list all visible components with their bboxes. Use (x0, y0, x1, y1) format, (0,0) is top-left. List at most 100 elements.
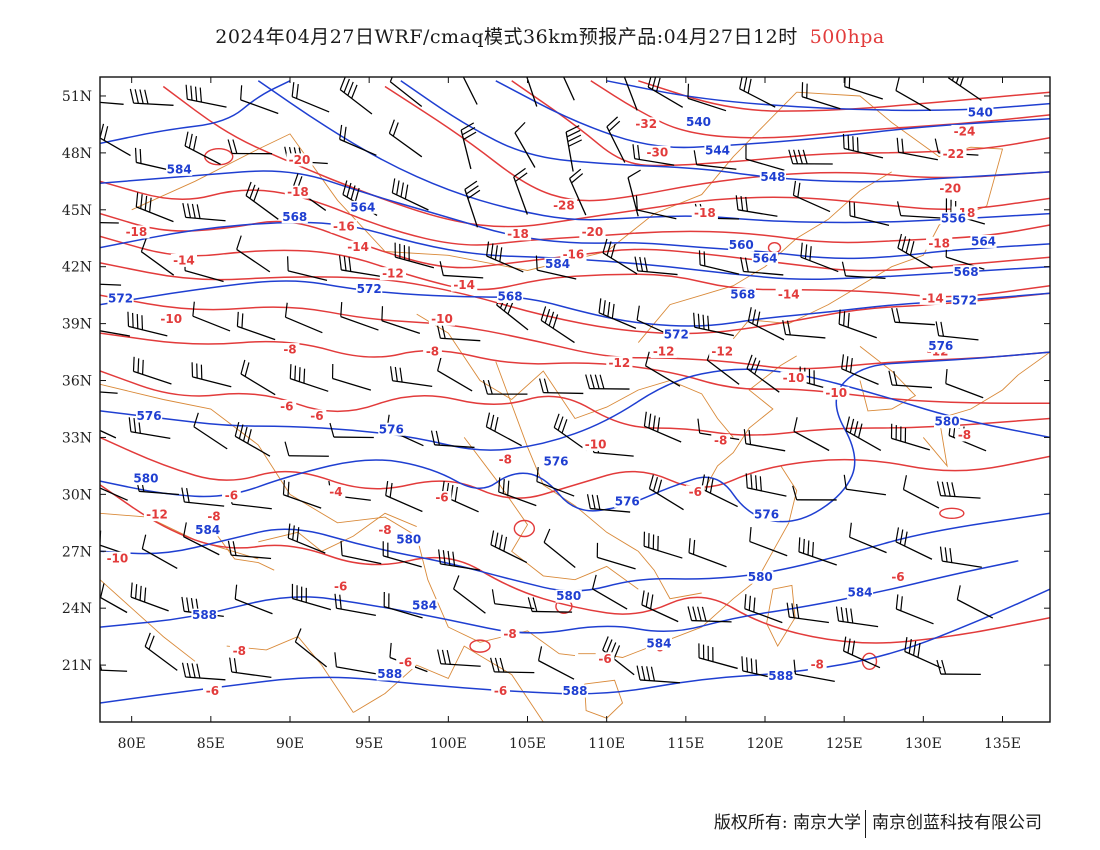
label-background (194, 523, 221, 537)
wind-barb (643, 411, 682, 443)
temperature-isotherm (100, 262, 1050, 335)
wind-barb (234, 421, 271, 457)
wind-barb (144, 632, 178, 671)
temperature-cell (939, 507, 965, 520)
temperature-isotherm (590, 80, 1050, 139)
label-background (451, 278, 478, 292)
wind-barb (688, 538, 727, 568)
border-line (100, 512, 259, 560)
label-background (411, 599, 438, 613)
label-background (504, 227, 532, 241)
temperature-isotherm (100, 235, 1050, 298)
temperature-label: -6 (689, 485, 702, 499)
wind-barb (698, 250, 740, 275)
height-label: 544 (705, 143, 730, 157)
wind-barb (184, 131, 221, 165)
wind-barb (895, 594, 934, 625)
lat-tick-label: 45N (62, 203, 92, 219)
wind-barb (543, 528, 576, 568)
temperature-label: -18 (507, 227, 529, 241)
temperature-label: -12 (146, 508, 168, 522)
lat-tick-label: 42N (62, 260, 92, 276)
wind-barb (140, 237, 175, 276)
wind-barb (623, 77, 638, 111)
wind-barb (596, 542, 636, 570)
wind-barb (391, 178, 429, 211)
label-background (645, 637, 673, 651)
chart-title: 2024年04月27日WRF/cmaq模式36km预报产品:04月27日12时 5… (0, 22, 1100, 49)
wind-barb (294, 628, 328, 668)
height-label: 564 (350, 200, 375, 214)
temperature-isotherm (384, 85, 1050, 202)
wind-barb (485, 412, 522, 447)
temperature-label: -8 (958, 428, 971, 442)
wind-barb (740, 257, 784, 276)
label-background (606, 356, 633, 370)
label-background (286, 153, 313, 167)
temperature-label: -18 (694, 206, 716, 220)
wind-barb (739, 77, 776, 108)
wind-barb (788, 149, 833, 165)
wind-barb (486, 241, 524, 273)
height-label: 584 (545, 257, 570, 271)
wind-barb (891, 307, 935, 326)
label-background (927, 339, 954, 353)
temperature-label: -10 (825, 386, 847, 400)
label-background (729, 288, 756, 302)
wind-barb (389, 366, 433, 387)
company-text: 南京创蓝科技有限公司 (872, 813, 1042, 833)
height-label: 588 (562, 684, 587, 698)
temperature-label: -16 (333, 219, 355, 233)
temperature-isotherm (100, 436, 1050, 499)
height-contour (100, 170, 1050, 260)
temperature-label: -18 (928, 236, 950, 250)
wind-barb (632, 144, 675, 166)
label-background (379, 267, 407, 281)
label-background (550, 198, 578, 212)
wind-barb (513, 167, 528, 215)
wind-barb (842, 133, 884, 159)
height-label: 576 (137, 409, 162, 423)
height-contour (400, 80, 1050, 183)
wind-barb (227, 540, 272, 560)
temperature-label: -10 (431, 312, 453, 326)
wind-barb (888, 370, 933, 389)
height-contour (100, 280, 1050, 327)
wind-barb (841, 354, 879, 385)
temperature-label: -4 (329, 485, 342, 499)
label-background (495, 453, 515, 467)
temperature-label: -8 (283, 343, 296, 357)
height-contour (100, 560, 1019, 634)
contour-labels: -18 -14 -12 -10 -8 -6 -6 -20 -18 -16 -14 -10 -8 -12 -1… (104, 105, 997, 698)
temperature-label: -12 (711, 344, 733, 358)
wind-barb (462, 77, 478, 105)
label-background (376, 667, 403, 681)
wind-barb (792, 485, 837, 501)
label-background (747, 570, 774, 584)
temperature-label: -14 (453, 278, 475, 292)
label-background (542, 455, 570, 468)
wind-barb (586, 494, 631, 513)
lon-tick-label: 115E (667, 736, 704, 752)
wind-barb (945, 369, 984, 399)
wind-barb (895, 77, 932, 112)
wind-barb (229, 657, 272, 679)
label-background (132, 472, 160, 486)
temperature-label: -24 (954, 124, 976, 138)
temperature-label: -14 (347, 240, 369, 254)
wind-barb (746, 354, 780, 393)
wind-barb (745, 473, 787, 497)
wind-barb (130, 582, 169, 612)
pressure-level-label: 500hpa (809, 26, 885, 48)
height-label: 568 (730, 288, 755, 302)
wind-barb (735, 195, 778, 217)
wind-barb (100, 429, 117, 439)
temperature-label: -12 (653, 344, 675, 358)
lon-tick-label: 130E (905, 736, 942, 752)
label-background (166, 162, 193, 176)
wind-barb (792, 180, 831, 213)
lon-tick-label: 90E (276, 736, 304, 752)
wind-barb (437, 649, 481, 667)
height-label: 576 (928, 339, 953, 353)
border-line (637, 171, 892, 343)
